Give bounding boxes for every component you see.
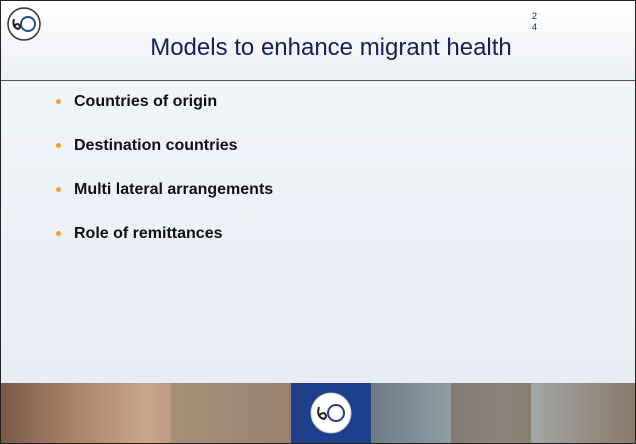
photo-strip bbox=[1, 383, 635, 443]
bullet-item: Countries of origin bbox=[53, 93, 273, 137]
bullet-item: Destination countries bbox=[53, 137, 273, 181]
bullet-item: Role of remittances bbox=[53, 225, 273, 269]
slide: Models to enhance migrant health 2 4 Cou… bbox=[0, 0, 636, 444]
slide-title: Models to enhance migrant health bbox=[1, 34, 636, 62]
bullet-item: Multi lateral arrangements bbox=[53, 181, 273, 225]
header: Models to enhance migrant health 2 4 bbox=[1, 1, 635, 81]
page-number: 2 4 bbox=[532, 11, 537, 33]
page-number-digit: 4 bbox=[532, 22, 537, 33]
page-number-digit: 2 bbox=[532, 11, 537, 22]
